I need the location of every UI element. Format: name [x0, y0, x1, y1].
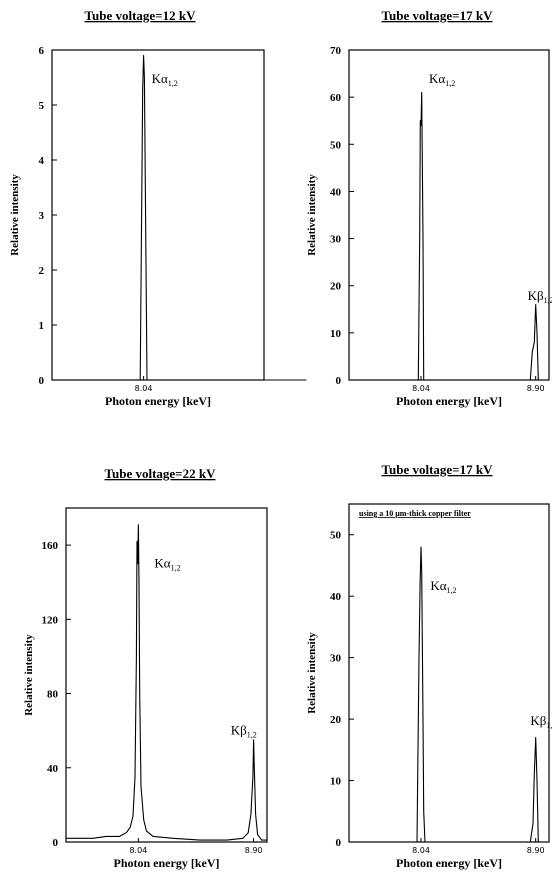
chart-title: Tube voltage=22 kV: [105, 466, 217, 481]
x-tick-label: 8.90: [527, 384, 545, 393]
peak-label: Kα1,2: [429, 71, 455, 88]
plot-frame: [348, 503, 550, 843]
plot-frame: [65, 507, 268, 843]
y-tick-label: 4: [39, 155, 45, 167]
chart-title: Tube voltage=17 kV: [382, 462, 494, 477]
peak-label: Kβ1,2: [530, 713, 552, 730]
y-axis-label: Relative intensity: [306, 174, 318, 256]
y-tick-label: 20: [330, 714, 342, 726]
y-tick-label: 1: [39, 320, 45, 332]
peak-label: Kα1,2: [154, 555, 180, 572]
y-tick-label: 50: [330, 530, 342, 542]
y-tick-label: 0: [336, 837, 342, 849]
x-tick-label: 8.04: [129, 846, 147, 855]
y-tick-label: 70: [330, 45, 342, 57]
peak-label: Kβ1,2: [231, 722, 257, 739]
y-tick-label: 0: [336, 375, 342, 387]
spectrum-line: [349, 91, 549, 381]
y-tick-label: 0: [39, 375, 45, 387]
y-tick-label: 2: [39, 265, 45, 277]
x-axis-label: Photon energy [keV]: [105, 394, 211, 408]
y-tick-label: 10: [330, 776, 342, 788]
chart-title: Tube voltage=12 kV: [85, 8, 197, 23]
chart-panel-4: Tube voltage=17 kV using a 10 μm-thick co…: [306, 462, 552, 870]
y-tick-label: 40: [330, 186, 342, 198]
y-tick-label: 20: [330, 281, 342, 293]
x-tick-label: 8.90: [527, 846, 545, 855]
peak-label: Kα1,2: [152, 71, 178, 88]
y-axis-label: Relative intensity: [23, 634, 35, 716]
plot-frame: [51, 49, 265, 381]
x-axis-label: Photon energy [keV]: [396, 856, 502, 870]
spectrum-line: [349, 546, 549, 843]
y-tick-label: 5: [39, 100, 45, 112]
y-tick-label: 60: [330, 92, 342, 104]
x-tick-label: 8.90: [245, 846, 263, 855]
y-tick-label: 10: [330, 328, 342, 340]
x-tick-label: 8.04: [135, 384, 153, 393]
chart-title: Tube voltage=17 kV: [382, 8, 494, 23]
y-axis-label: Relative intensity: [9, 174, 21, 256]
y-axis-label: Relative intensity: [306, 632, 318, 714]
plot-frame: [348, 49, 550, 381]
y-tick-label: 120: [42, 614, 59, 626]
y-tick-label: 0: [53, 837, 59, 849]
y-tick-label: 30: [330, 653, 342, 665]
y-tick-label: 40: [330, 591, 342, 603]
peak-label: Kα1,2: [430, 578, 456, 595]
y-tick-label: 3: [39, 210, 45, 222]
x-axis-label: Photon energy [keV]: [114, 856, 220, 870]
chart-subtitle: using a 10 μm-thick copper filter: [359, 509, 471, 518]
x-tick-label: 8.04: [412, 846, 430, 855]
y-tick-label: 160: [42, 540, 59, 552]
spectrum-line: [66, 524, 267, 841]
x-axis-label: Photon energy [keV]: [396, 394, 502, 408]
x-tick-label: 8.04: [412, 384, 430, 393]
spectrum-line: [52, 54, 307, 381]
y-tick-label: 6: [39, 45, 45, 57]
y-tick-label: 40: [47, 763, 59, 775]
y-tick-label: 50: [330, 139, 342, 151]
chart-panel-3: Tube voltage=22 kV 0 40 80 120 160 8.04 8.90 Pho…: [23, 466, 268, 870]
chart-panel-2: Tube voltage=17 kV 0 10 20 30 40 50 60 70 8.04 8.9…: [306, 8, 552, 408]
peak-label: Kβ1,2: [528, 288, 552, 305]
y-tick-label: 80: [47, 689, 59, 701]
y-tick-label: 30: [330, 234, 342, 246]
